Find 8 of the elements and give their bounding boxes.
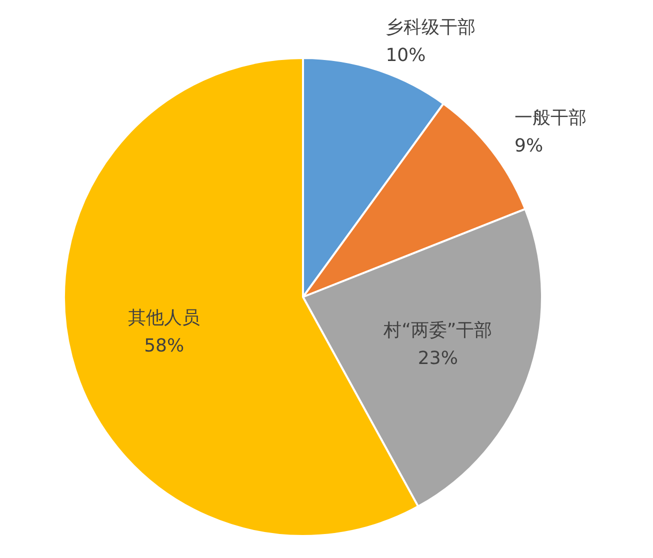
slice-label: 乡科级干部 <box>386 17 476 38</box>
slice-label: 村“两委”干部 <box>382 320 492 342</box>
slice-label: 其他人员 <box>128 307 200 328</box>
data-label: 10% <box>386 45 426 66</box>
data-label: 23% <box>418 348 458 370</box>
data-label: 58% <box>144 335 184 356</box>
slice-label: 一般干部 <box>514 108 587 129</box>
data-label: 9% <box>514 136 544 157</box>
